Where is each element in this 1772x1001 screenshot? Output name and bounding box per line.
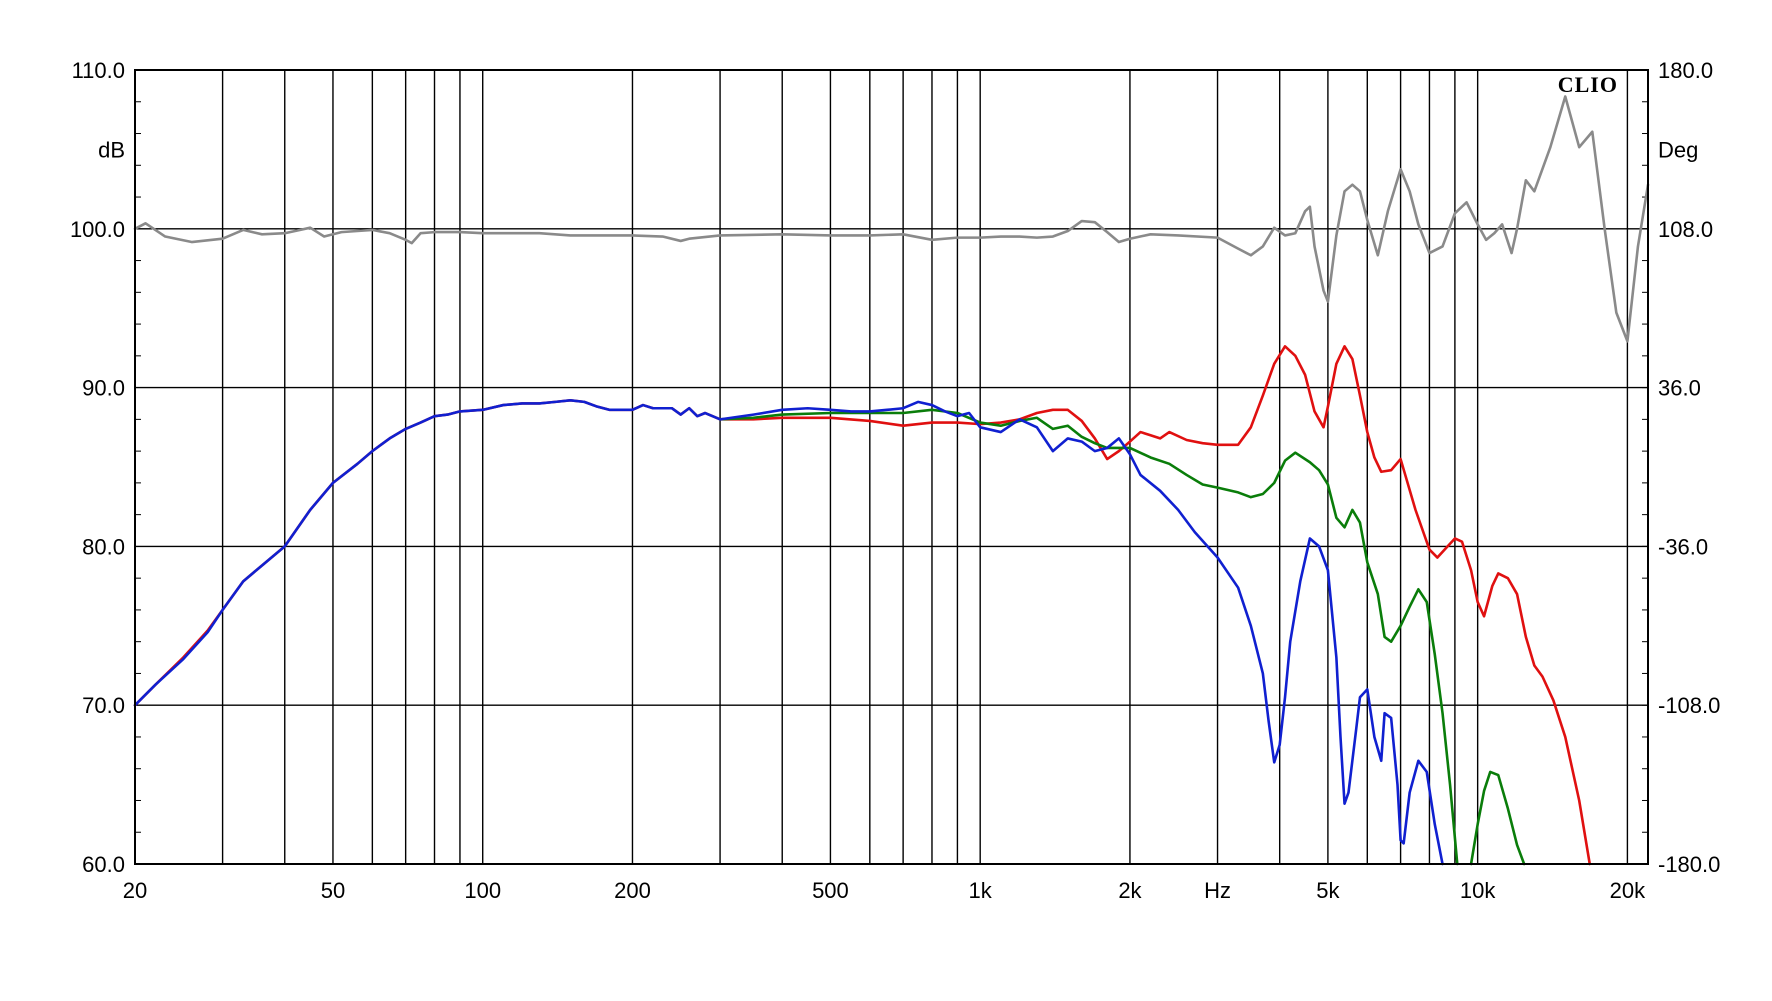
y-tick-label: 60.0	[82, 852, 125, 877]
grid-layer	[135, 69, 1648, 865]
series-line-gray-4	[133, 95, 1650, 343]
x-tick-label: 50	[321, 878, 345, 903]
clio-brand-label: CLIO	[1558, 72, 1618, 97]
series-layer	[133, 95, 1650, 866]
y2-axis-unit-label: Deg	[1658, 137, 1698, 162]
y2-tick-label: 180.0	[1658, 58, 1713, 83]
x-tick-label: 20k	[1610, 878, 1646, 903]
y-tick-label: 100.0	[70, 217, 125, 242]
y-tick-label: 90.0	[82, 376, 125, 401]
x-tick-label: 5k	[1316, 878, 1340, 903]
y2-tick-label: -108.0	[1658, 693, 1720, 718]
x-axis-unit-label: Hz	[1204, 878, 1231, 903]
x-tick-label: 500	[812, 878, 849, 903]
series-line-blue-3	[133, 399, 1444, 866]
x-tick-label: 200	[614, 878, 651, 903]
y-tick-label: 70.0	[82, 693, 125, 718]
y-axis-unit-label: dB	[98, 137, 125, 162]
y2-tick-label: 108.0	[1658, 217, 1713, 242]
x-tick-label: 10k	[1460, 878, 1496, 903]
series-line-green-2	[1469, 770, 1526, 866]
y-tick-label: 110.0	[72, 58, 125, 83]
y2-tick-label: -180.0	[1658, 852, 1720, 877]
label-layer: 60.0 70.0 80.0 90.0 100.0 110.0 -180.0 -108.0 -3…	[70, 58, 1720, 903]
y-tick-label: 80.0	[82, 534, 125, 559]
x-tick-label: 20	[123, 878, 147, 903]
plot-border	[134, 69, 1649, 865]
y2-tick-label: 36.0	[1658, 376, 1701, 401]
y2-tick-label: -36.0	[1658, 534, 1708, 559]
x-tick-label: 100	[464, 878, 501, 903]
x-tick-label: 2k	[1118, 878, 1142, 903]
x-tick-label: 1k	[969, 878, 993, 903]
